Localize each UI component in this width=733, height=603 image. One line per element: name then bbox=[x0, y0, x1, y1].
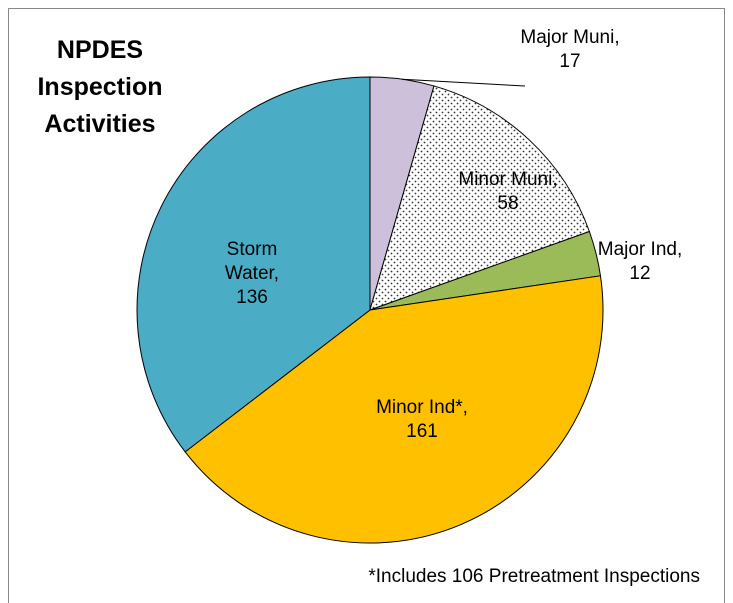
chart-frame bbox=[8, 8, 725, 603]
annotation: *Includes 106 Pretreatment Inspections bbox=[368, 566, 700, 587]
data-label: Storm Water, 136 bbox=[224, 239, 280, 308]
data-label: Minor Muni, 58 bbox=[458, 169, 558, 214]
pie-slice bbox=[184, 275, 604, 544]
pie-slice bbox=[136, 76, 371, 453]
pie bbox=[136, 76, 604, 544]
leader-line bbox=[402, 78, 526, 87]
chart-title: NPDES Inspection Activities bbox=[37, 36, 163, 138]
data-label: Major Muni, 17 bbox=[520, 27, 620, 72]
data-label: Minor Ind*, 161 bbox=[376, 397, 468, 442]
data-label: Major Ind, 12 bbox=[597, 239, 683, 284]
pie-slice bbox=[369, 85, 591, 311]
